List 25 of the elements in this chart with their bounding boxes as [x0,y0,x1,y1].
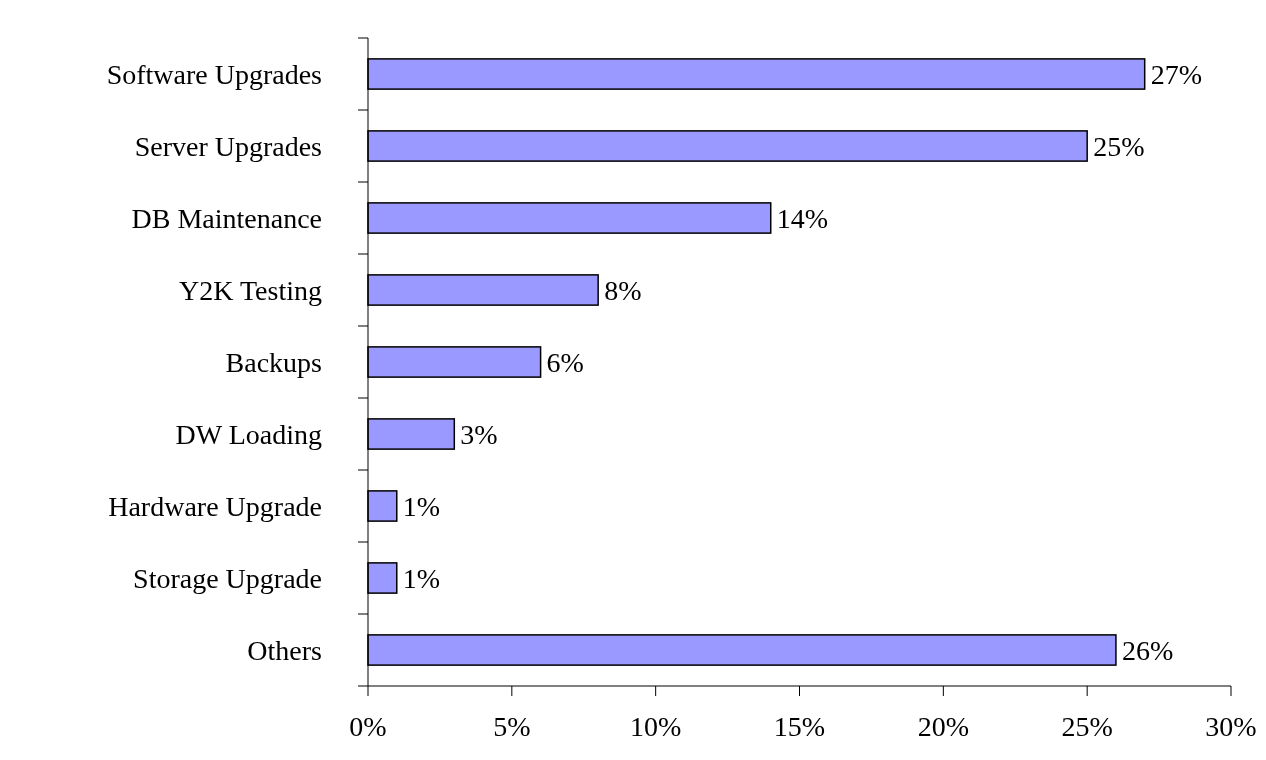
y-tick-label: Hardware Upgrade [108,490,322,522]
x-tick-label: 25% [1061,711,1113,742]
data-label: 14% [776,202,829,234]
y-tick-label: DB Maintenance [131,202,322,234]
data-label: 6% [546,346,584,378]
x-tick-label: 5% [493,711,531,742]
data-label: 8% [604,274,642,306]
x-tick-label: 10% [630,711,682,742]
x-tick-label: 0% [349,711,387,742]
y-tick-label: Y2K Testing [179,274,322,306]
data-label: 27% [1150,58,1203,90]
y-tick-label: Others [247,634,322,666]
x-tick-label: 20% [917,711,969,742]
data-label: 26% [1121,634,1174,666]
y-tick-label: DW Loading [175,418,322,450]
data-label: 3% [460,418,498,450]
x-tick-label: 30% [1205,711,1257,742]
x-tick-label: 15% [773,711,826,742]
data-label: 1% [402,490,441,522]
y-tick-label: Storage Upgrade [133,562,322,594]
data-label: 25% [1093,130,1145,162]
y-tick-label: Software Upgrades [106,58,322,90]
y-tick-label: Server Upgrades [134,130,322,162]
y-tick-label: Backups [225,346,322,378]
data-label: 1% [402,562,441,594]
